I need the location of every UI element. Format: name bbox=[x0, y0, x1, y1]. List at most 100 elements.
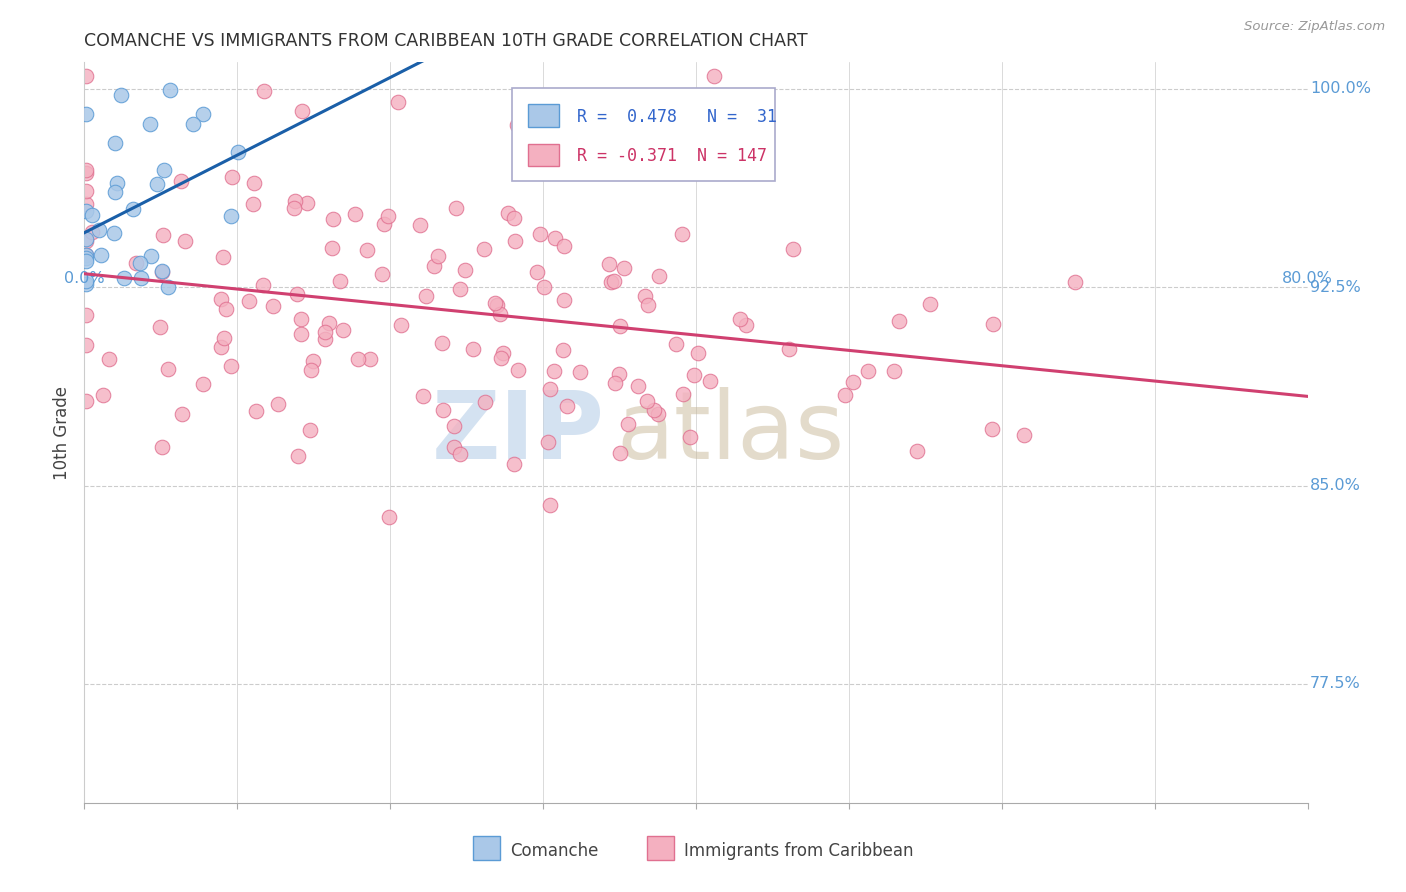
Point bbox=[105, 176, 128, 190]
Point bbox=[905, 443, 928, 458]
Point bbox=[981, 317, 1004, 331]
Text: atlas: atlas bbox=[616, 386, 845, 479]
Point bbox=[75, 251, 97, 265]
Text: Comanche: Comanche bbox=[510, 842, 599, 860]
Point bbox=[446, 202, 468, 216]
Point bbox=[252, 277, 274, 292]
FancyBboxPatch shape bbox=[529, 104, 560, 127]
Point bbox=[75, 107, 97, 121]
Point bbox=[841, 375, 863, 389]
Point bbox=[82, 208, 104, 222]
Point bbox=[443, 440, 465, 454]
FancyBboxPatch shape bbox=[474, 836, 501, 860]
Point bbox=[569, 365, 592, 379]
Text: 0.0%: 0.0% bbox=[65, 271, 104, 286]
Point bbox=[543, 231, 565, 245]
Point bbox=[146, 177, 169, 191]
Point bbox=[607, 367, 630, 381]
Text: COMANCHE VS IMMIGRANTS FROM CARIBBEAN 10TH GRADE CORRELATION CHART: COMANCHE VS IMMIGRANTS FROM CARIBBEAN 10… bbox=[84, 32, 808, 50]
Text: Source: ZipAtlas.com: Source: ZipAtlas.com bbox=[1244, 20, 1385, 33]
Point bbox=[359, 351, 381, 366]
Point bbox=[637, 298, 659, 312]
Point bbox=[170, 407, 193, 421]
Point bbox=[152, 228, 174, 243]
Point bbox=[489, 351, 512, 365]
Text: R = -0.371  N = 147: R = -0.371 N = 147 bbox=[578, 147, 768, 165]
Point bbox=[503, 211, 526, 225]
Point bbox=[856, 364, 879, 378]
Point bbox=[87, 223, 110, 237]
Point bbox=[238, 293, 260, 308]
Point bbox=[112, 271, 135, 285]
Text: ZIP: ZIP bbox=[432, 386, 605, 479]
Point bbox=[506, 118, 529, 132]
FancyBboxPatch shape bbox=[647, 836, 673, 860]
Text: Immigrants from Caribbean: Immigrants from Caribbean bbox=[683, 842, 914, 860]
Point bbox=[75, 232, 97, 246]
Point bbox=[299, 363, 322, 377]
Point bbox=[389, 318, 412, 332]
Point bbox=[489, 307, 512, 321]
Point bbox=[242, 196, 264, 211]
Point bbox=[474, 242, 496, 256]
Point bbox=[609, 446, 631, 460]
Point bbox=[387, 95, 409, 109]
Point bbox=[75, 204, 97, 219]
Point bbox=[193, 107, 215, 121]
Point bbox=[530, 94, 553, 108]
Point bbox=[129, 271, 152, 285]
Point bbox=[613, 261, 636, 276]
Point bbox=[505, 234, 527, 248]
Point bbox=[285, 286, 308, 301]
Point bbox=[314, 326, 336, 340]
Point bbox=[157, 362, 180, 376]
Point bbox=[449, 447, 471, 461]
Point bbox=[602, 274, 624, 288]
Point bbox=[782, 242, 804, 256]
Point bbox=[449, 282, 471, 296]
Point bbox=[103, 227, 125, 241]
Y-axis label: 10th Grade: 10th Grade bbox=[53, 385, 72, 480]
Point bbox=[347, 352, 370, 367]
Point bbox=[211, 250, 233, 264]
FancyBboxPatch shape bbox=[513, 88, 776, 181]
Point bbox=[139, 117, 162, 131]
Point bbox=[75, 253, 97, 268]
Point bbox=[295, 195, 318, 210]
Point bbox=[75, 308, 97, 322]
Point bbox=[75, 274, 97, 288]
Point bbox=[553, 239, 575, 253]
Point bbox=[243, 176, 266, 190]
Point bbox=[834, 388, 856, 402]
Point bbox=[412, 388, 434, 402]
Point bbox=[159, 83, 181, 97]
Point bbox=[221, 210, 243, 224]
Point bbox=[634, 289, 657, 303]
Point bbox=[371, 267, 394, 281]
Point bbox=[647, 407, 669, 421]
Point bbox=[529, 227, 551, 242]
Point bbox=[553, 293, 575, 307]
Point bbox=[643, 403, 665, 417]
Point bbox=[598, 257, 620, 271]
Point bbox=[373, 217, 395, 231]
Point bbox=[609, 319, 631, 334]
Point bbox=[617, 417, 640, 431]
Point bbox=[193, 376, 215, 391]
Point bbox=[181, 117, 204, 131]
Point bbox=[318, 317, 340, 331]
Point bbox=[290, 326, 312, 341]
Point bbox=[533, 279, 555, 293]
Point bbox=[627, 379, 650, 393]
Point bbox=[492, 345, 515, 359]
Point bbox=[209, 340, 232, 354]
Point bbox=[284, 194, 307, 208]
Point bbox=[82, 226, 104, 240]
Point bbox=[474, 395, 496, 409]
Point bbox=[287, 450, 309, 464]
Point bbox=[110, 88, 132, 103]
Point bbox=[253, 84, 276, 98]
Point bbox=[153, 163, 176, 178]
Point bbox=[173, 234, 195, 248]
Point bbox=[75, 338, 97, 352]
